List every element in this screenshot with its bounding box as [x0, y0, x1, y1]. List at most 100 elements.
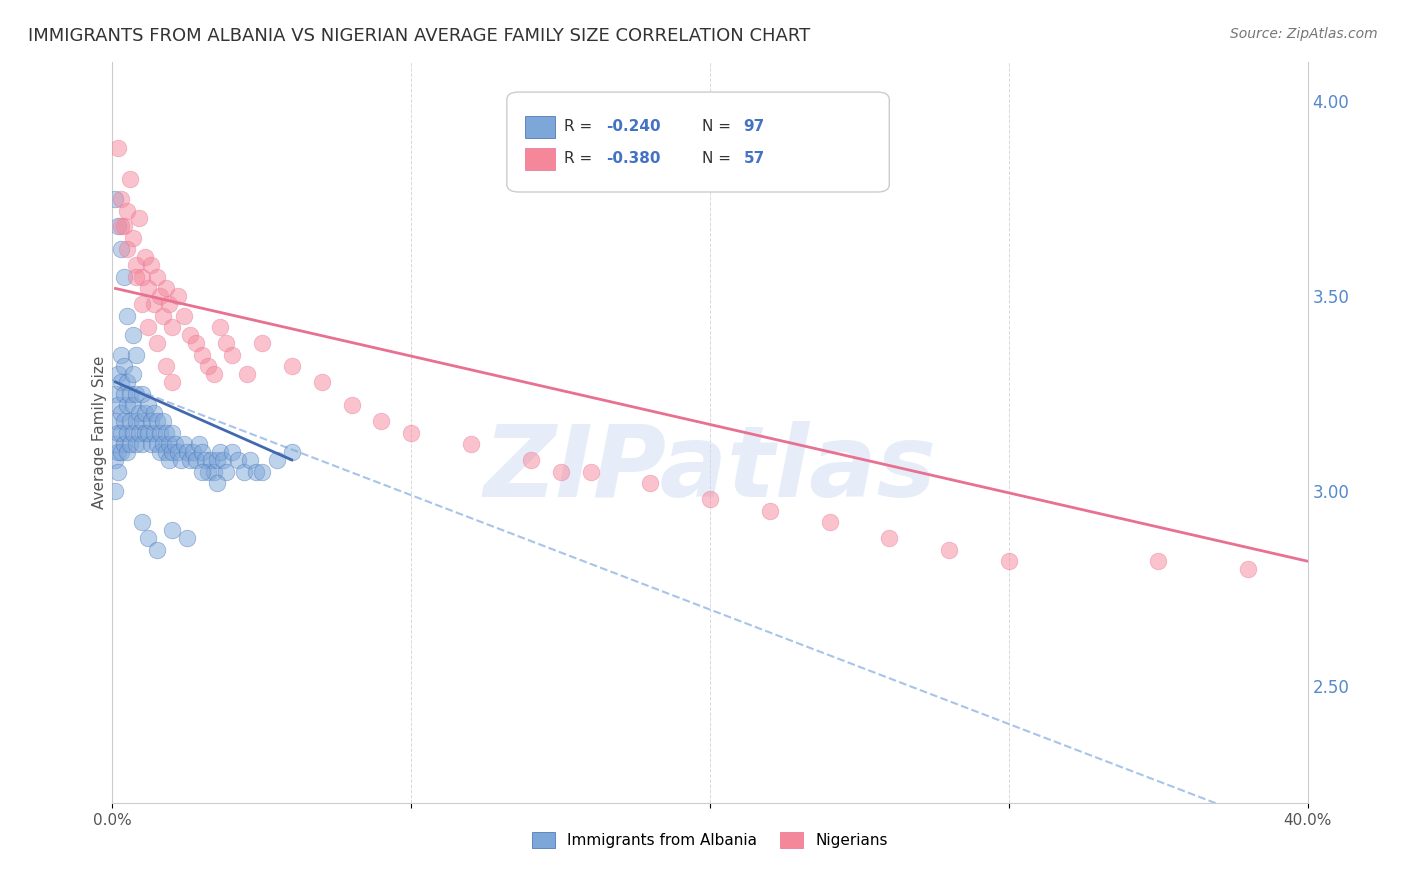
- Point: [699, 491, 721, 506]
- Point: [149, 425, 172, 440]
- Point: [579, 465, 602, 479]
- Point: [146, 414, 169, 428]
- Point: [107, 445, 129, 459]
- Point: [143, 425, 166, 440]
- Point: [152, 414, 174, 428]
- Point: [107, 141, 129, 155]
- Point: [110, 406, 132, 420]
- Point: [173, 309, 195, 323]
- Text: 57: 57: [744, 151, 765, 166]
- Point: [152, 437, 174, 451]
- Point: [998, 554, 1021, 568]
- Text: Source: ZipAtlas.com: Source: ZipAtlas.com: [1230, 27, 1378, 41]
- Point: [179, 453, 201, 467]
- Point: [170, 453, 193, 467]
- Point: [134, 425, 156, 440]
- Point: [186, 336, 208, 351]
- Point: [146, 269, 169, 284]
- Text: N =: N =: [702, 151, 735, 166]
- Point: [281, 445, 304, 459]
- Point: [162, 320, 183, 334]
- FancyBboxPatch shape: [508, 92, 889, 192]
- Point: [205, 453, 228, 467]
- Point: [245, 465, 267, 479]
- Point: [131, 515, 153, 529]
- Point: [167, 289, 190, 303]
- Point: [191, 348, 214, 362]
- Point: [120, 386, 142, 401]
- Point: [194, 453, 217, 467]
- Point: [212, 453, 235, 467]
- Point: [104, 386, 127, 401]
- Point: [138, 425, 160, 440]
- Point: [202, 367, 225, 381]
- Point: [520, 453, 543, 467]
- Text: ZIPatlas: ZIPatlas: [484, 421, 936, 518]
- Point: [120, 172, 142, 186]
- Point: [104, 484, 127, 499]
- Point: [138, 531, 160, 545]
- Point: [221, 348, 243, 362]
- Point: [191, 465, 214, 479]
- Point: [125, 258, 148, 272]
- Point: [202, 465, 225, 479]
- Point: [104, 437, 127, 451]
- Point: [173, 437, 195, 451]
- Point: [107, 465, 129, 479]
- Point: [162, 523, 183, 537]
- Point: [138, 320, 160, 334]
- Point: [149, 289, 172, 303]
- Point: [104, 453, 127, 467]
- Point: [125, 437, 148, 451]
- Point: [266, 453, 288, 467]
- Point: [107, 425, 129, 440]
- Point: [550, 465, 572, 479]
- Point: [818, 515, 841, 529]
- Point: [138, 281, 160, 295]
- FancyBboxPatch shape: [524, 147, 554, 169]
- Point: [162, 425, 183, 440]
- Point: [131, 386, 153, 401]
- Point: [155, 445, 177, 459]
- Point: [155, 425, 177, 440]
- Point: [188, 437, 211, 451]
- Point: [179, 328, 201, 343]
- Point: [122, 425, 145, 440]
- Point: [215, 336, 238, 351]
- Point: [125, 348, 148, 362]
- Point: [460, 437, 482, 451]
- Text: R =: R =: [564, 151, 598, 166]
- Point: [122, 328, 145, 343]
- Point: [104, 414, 127, 428]
- Point: [640, 476, 662, 491]
- Y-axis label: Average Family Size: Average Family Size: [91, 356, 107, 509]
- Point: [107, 367, 129, 381]
- Point: [162, 375, 183, 389]
- Point: [215, 465, 238, 479]
- Point: [110, 219, 132, 233]
- Point: [117, 425, 139, 440]
- Point: [152, 309, 174, 323]
- Point: [120, 437, 142, 451]
- Point: [209, 320, 232, 334]
- Point: [146, 336, 169, 351]
- Point: [221, 445, 243, 459]
- Point: [131, 437, 153, 451]
- Point: [131, 297, 153, 311]
- Point: [340, 398, 363, 412]
- Point: [157, 453, 180, 467]
- Point: [125, 414, 148, 428]
- Point: [107, 219, 129, 233]
- Point: [209, 445, 232, 459]
- Point: [200, 453, 222, 467]
- Point: [128, 406, 150, 420]
- Point: [107, 398, 129, 412]
- Point: [311, 375, 333, 389]
- Point: [104, 192, 127, 206]
- Text: 97: 97: [744, 120, 765, 135]
- Point: [281, 359, 304, 374]
- Point: [176, 531, 198, 545]
- Text: IMMIGRANTS FROM ALBANIA VS NIGERIAN AVERAGE FAMILY SIZE CORRELATION CHART: IMMIGRANTS FROM ALBANIA VS NIGERIAN AVER…: [28, 27, 810, 45]
- Point: [110, 243, 132, 257]
- Point: [131, 414, 153, 428]
